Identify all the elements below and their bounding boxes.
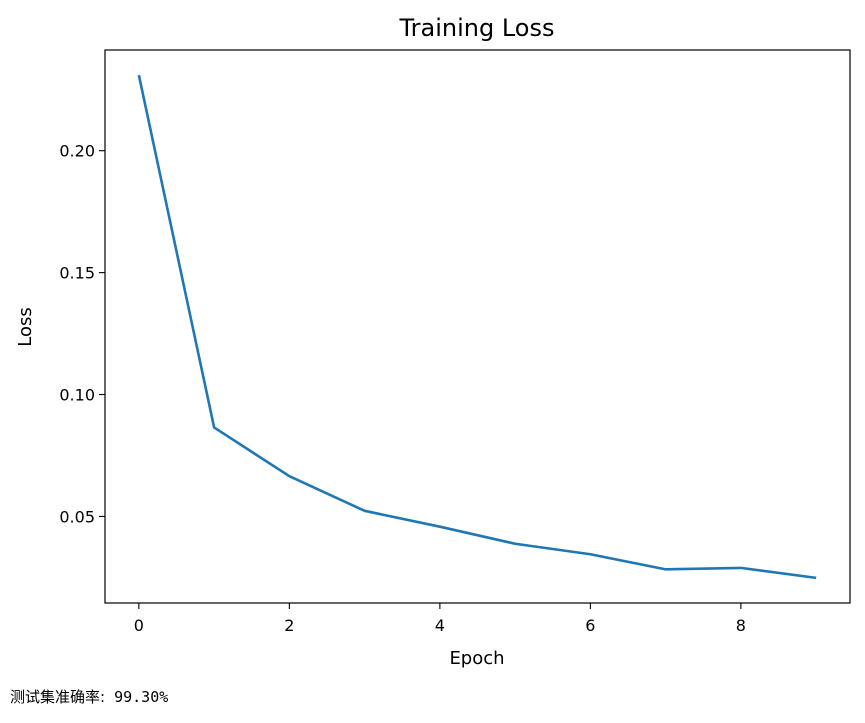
y-tick-label: 0.15 bbox=[59, 264, 95, 283]
training-loss-chart: Training Loss 0 2 4 6 8 0.05 0.10 0.15 0.20 Epoc… bbox=[15, 14, 851, 669]
y-tick-label: 0.20 bbox=[59, 142, 95, 161]
x-axis-label: Epoch bbox=[449, 648, 504, 669]
x-tick-label: 2 bbox=[284, 616, 294, 635]
x-tick-label: 0 bbox=[134, 616, 144, 635]
y-tick-label: 0.10 bbox=[59, 386, 95, 405]
y-axis-label: Loss bbox=[15, 307, 36, 346]
y-tick-label: 0.05 bbox=[59, 507, 95, 526]
x-tick-label: 8 bbox=[736, 616, 746, 635]
test-accuracy-label: 测试集准确率: bbox=[10, 688, 106, 706]
x-tick-label: 4 bbox=[435, 616, 445, 635]
series-line-0 bbox=[137, 74, 817, 580]
axes-frame bbox=[104, 49, 851, 604]
plot-area: 0 2 4 6 8 0.05 0.10 0.15 0.20 bbox=[59, 49, 851, 635]
chart-figure: Training Loss 0 2 4 6 8 0.05 0.10 0.15 0.20 Epoc… bbox=[15, 14, 851, 669]
x-tick-label: 6 bbox=[585, 616, 595, 635]
test-accuracy-output: 测试集准确率: 99.30% bbox=[10, 686, 168, 707]
test-accuracy-value: 99.30% bbox=[114, 688, 169, 706]
chart-title: Training Loss bbox=[399, 14, 555, 42]
